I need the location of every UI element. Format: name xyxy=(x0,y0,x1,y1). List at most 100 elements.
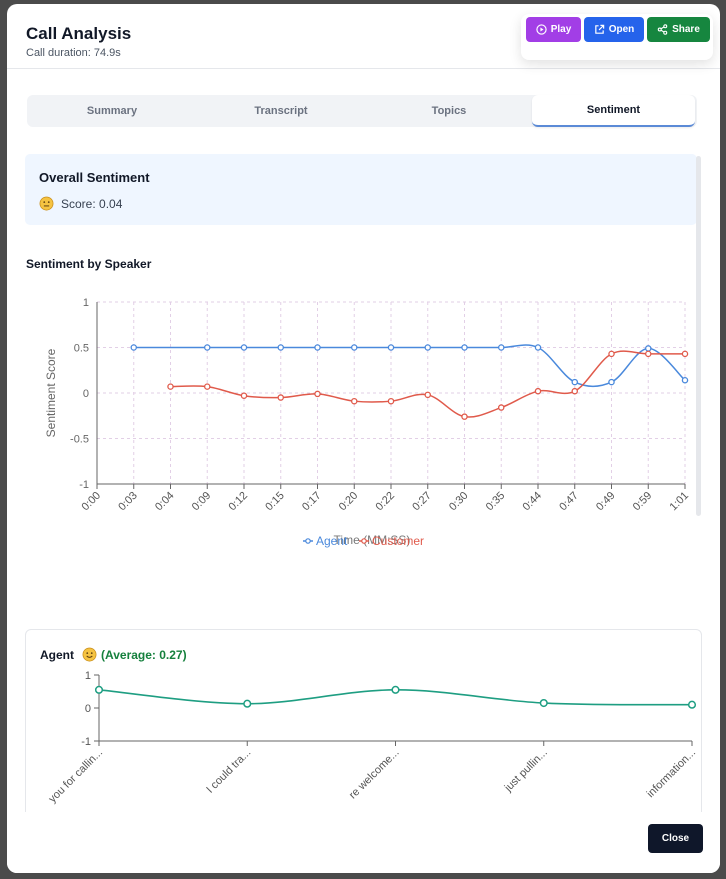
agent-header: Agent (Average: 0.27) xyxy=(40,647,187,662)
x-tick-label: 0:44 xyxy=(520,490,544,514)
x-tick-label: re welcome... xyxy=(347,747,402,802)
open-button[interactable]: Open xyxy=(584,17,644,42)
modal-footer xyxy=(7,812,720,873)
agent-sentiment-card: Agent (Average: 0.27) 1 0 -1 you for callin… xyxy=(25,629,702,812)
x-tick-label: 0:15 xyxy=(263,490,287,514)
data-point-agent xyxy=(534,344,542,351)
tab-transcript[interactable]: Transcript xyxy=(254,105,308,117)
data-point-customer xyxy=(497,404,505,411)
y-tick-label: 0.5 xyxy=(74,343,89,355)
data-point-customer xyxy=(203,383,211,390)
legend-marker xyxy=(305,538,311,544)
data-point-agent xyxy=(130,344,138,351)
x-tick-label: 0:22 xyxy=(373,490,397,514)
page-title: Call Analysis xyxy=(26,24,132,43)
close-button[interactable]: Close xyxy=(648,824,703,853)
modal-header: Call Analysis Call duration: 74.9s xyxy=(7,4,720,69)
open-label: Open xyxy=(608,24,635,35)
x-tick-label: 0:12 xyxy=(226,490,250,514)
data-point-agent xyxy=(497,344,505,351)
y-tick-label: 0 xyxy=(83,388,89,400)
overall-score: Score: 0.04 xyxy=(39,196,122,211)
sentiment-panel: Overall Sentiment Score: 0.04 Sentiment … xyxy=(7,144,720,812)
y-tick-label: 1 xyxy=(85,670,91,682)
tab-topics[interactable]: Topics xyxy=(431,105,467,117)
tab-sentiment[interactable]: Sentiment xyxy=(532,95,695,127)
overall-score-text: Score: 0.04 xyxy=(61,196,123,211)
agent-average: (Average: 0.27) xyxy=(101,647,187,662)
x-tick-label: 0:27 xyxy=(410,490,434,514)
y-tick-label: -0.5 xyxy=(70,434,89,446)
x-tick-label: 0:20 xyxy=(337,490,361,514)
data-point-agent xyxy=(243,699,252,708)
x-tick-label: 0:30 xyxy=(447,490,471,514)
overall-sentiment-card: Overall Sentiment Score: 0.04 xyxy=(25,154,697,225)
data-point-agent xyxy=(277,344,284,351)
x-axis-label: Time (MM:SS) xyxy=(334,533,411,547)
x-tick-label: just pullin... xyxy=(502,747,550,795)
y-tick-label: -1 xyxy=(79,479,89,491)
call-duration: Call duration: 74.9s xyxy=(26,47,121,59)
data-point-customer xyxy=(240,392,248,399)
data-point-agent xyxy=(391,685,400,694)
legend-label: Customer xyxy=(372,534,424,548)
y-tick-label: 1 xyxy=(83,297,89,309)
x-tick-label: 0:09 xyxy=(190,490,214,514)
neutral-face-icon xyxy=(39,196,54,211)
share-label: Share xyxy=(672,24,700,35)
data-point-agent xyxy=(94,685,104,694)
speaker-section-title: Sentiment by Speaker xyxy=(26,257,152,271)
play-icon xyxy=(536,24,547,35)
data-point-agent xyxy=(461,344,468,351)
data-point-agent xyxy=(645,345,652,352)
data-point-customer xyxy=(424,391,431,399)
data-point-customer xyxy=(461,413,468,420)
data-point-agent xyxy=(571,378,579,386)
x-tick-label: 0:35 xyxy=(484,490,508,514)
data-point-customer xyxy=(350,397,358,405)
x-tick-label: you for callin... xyxy=(46,747,105,806)
play-label: Play xyxy=(550,24,572,35)
x-tick-label: information... xyxy=(645,747,698,800)
data-point-customer xyxy=(314,390,321,398)
x-tick-label: 0:04 xyxy=(153,490,177,514)
x-tick-label: I could tra... xyxy=(204,747,253,796)
overall-sentiment-title: Overall Sentiment xyxy=(39,170,150,185)
legend-label: Agent xyxy=(316,534,348,548)
data-point-customer xyxy=(681,350,689,358)
tab-summary[interactable]: Summary xyxy=(86,105,138,117)
x-tick-label: 0:47 xyxy=(557,490,581,514)
data-point-agent xyxy=(350,344,358,351)
data-point-customer xyxy=(387,397,395,405)
data-point-agent xyxy=(539,699,548,708)
data-point-customer xyxy=(571,387,579,395)
sentiment-by-speaker-chart: 1 0.5 0 -0.5 -10:00 0:03 0:04 0:09 0:12 0:15 0:17 0… xyxy=(44,297,691,548)
share-button[interactable]: Share xyxy=(647,17,710,42)
call-analysis-modal: Call Analysis Call duration: 74.9s Play … xyxy=(7,4,720,873)
y-tick-label: -1 xyxy=(81,736,91,748)
y-axis-label: Sentiment Score xyxy=(44,348,58,437)
share-icon xyxy=(657,24,668,35)
data-point-agent xyxy=(314,344,321,351)
data-point-customer xyxy=(277,394,284,401)
data-point-customer xyxy=(167,383,174,390)
data-point-customer xyxy=(645,350,652,358)
data-point-agent xyxy=(240,344,248,351)
series-line-agent xyxy=(133,344,686,388)
data-point-customer xyxy=(608,350,615,358)
external-link-icon xyxy=(594,24,604,34)
data-point-agent xyxy=(387,344,395,351)
data-point-agent xyxy=(608,378,615,386)
agent-label: Agent xyxy=(40,647,74,662)
x-tick-label: 0:49 xyxy=(594,490,618,514)
legend-marker xyxy=(361,538,367,544)
tab-bar: Summary Transcript Topics Sentiment xyxy=(27,95,697,127)
play-button[interactable]: Play xyxy=(526,17,581,42)
x-tick-label: 0:17 xyxy=(300,490,324,514)
smile-face-icon xyxy=(82,647,97,662)
data-point-customer xyxy=(534,387,542,395)
scrollbar[interactable] xyxy=(696,156,701,516)
data-point-agent xyxy=(424,344,431,351)
data-point-agent xyxy=(681,377,689,384)
